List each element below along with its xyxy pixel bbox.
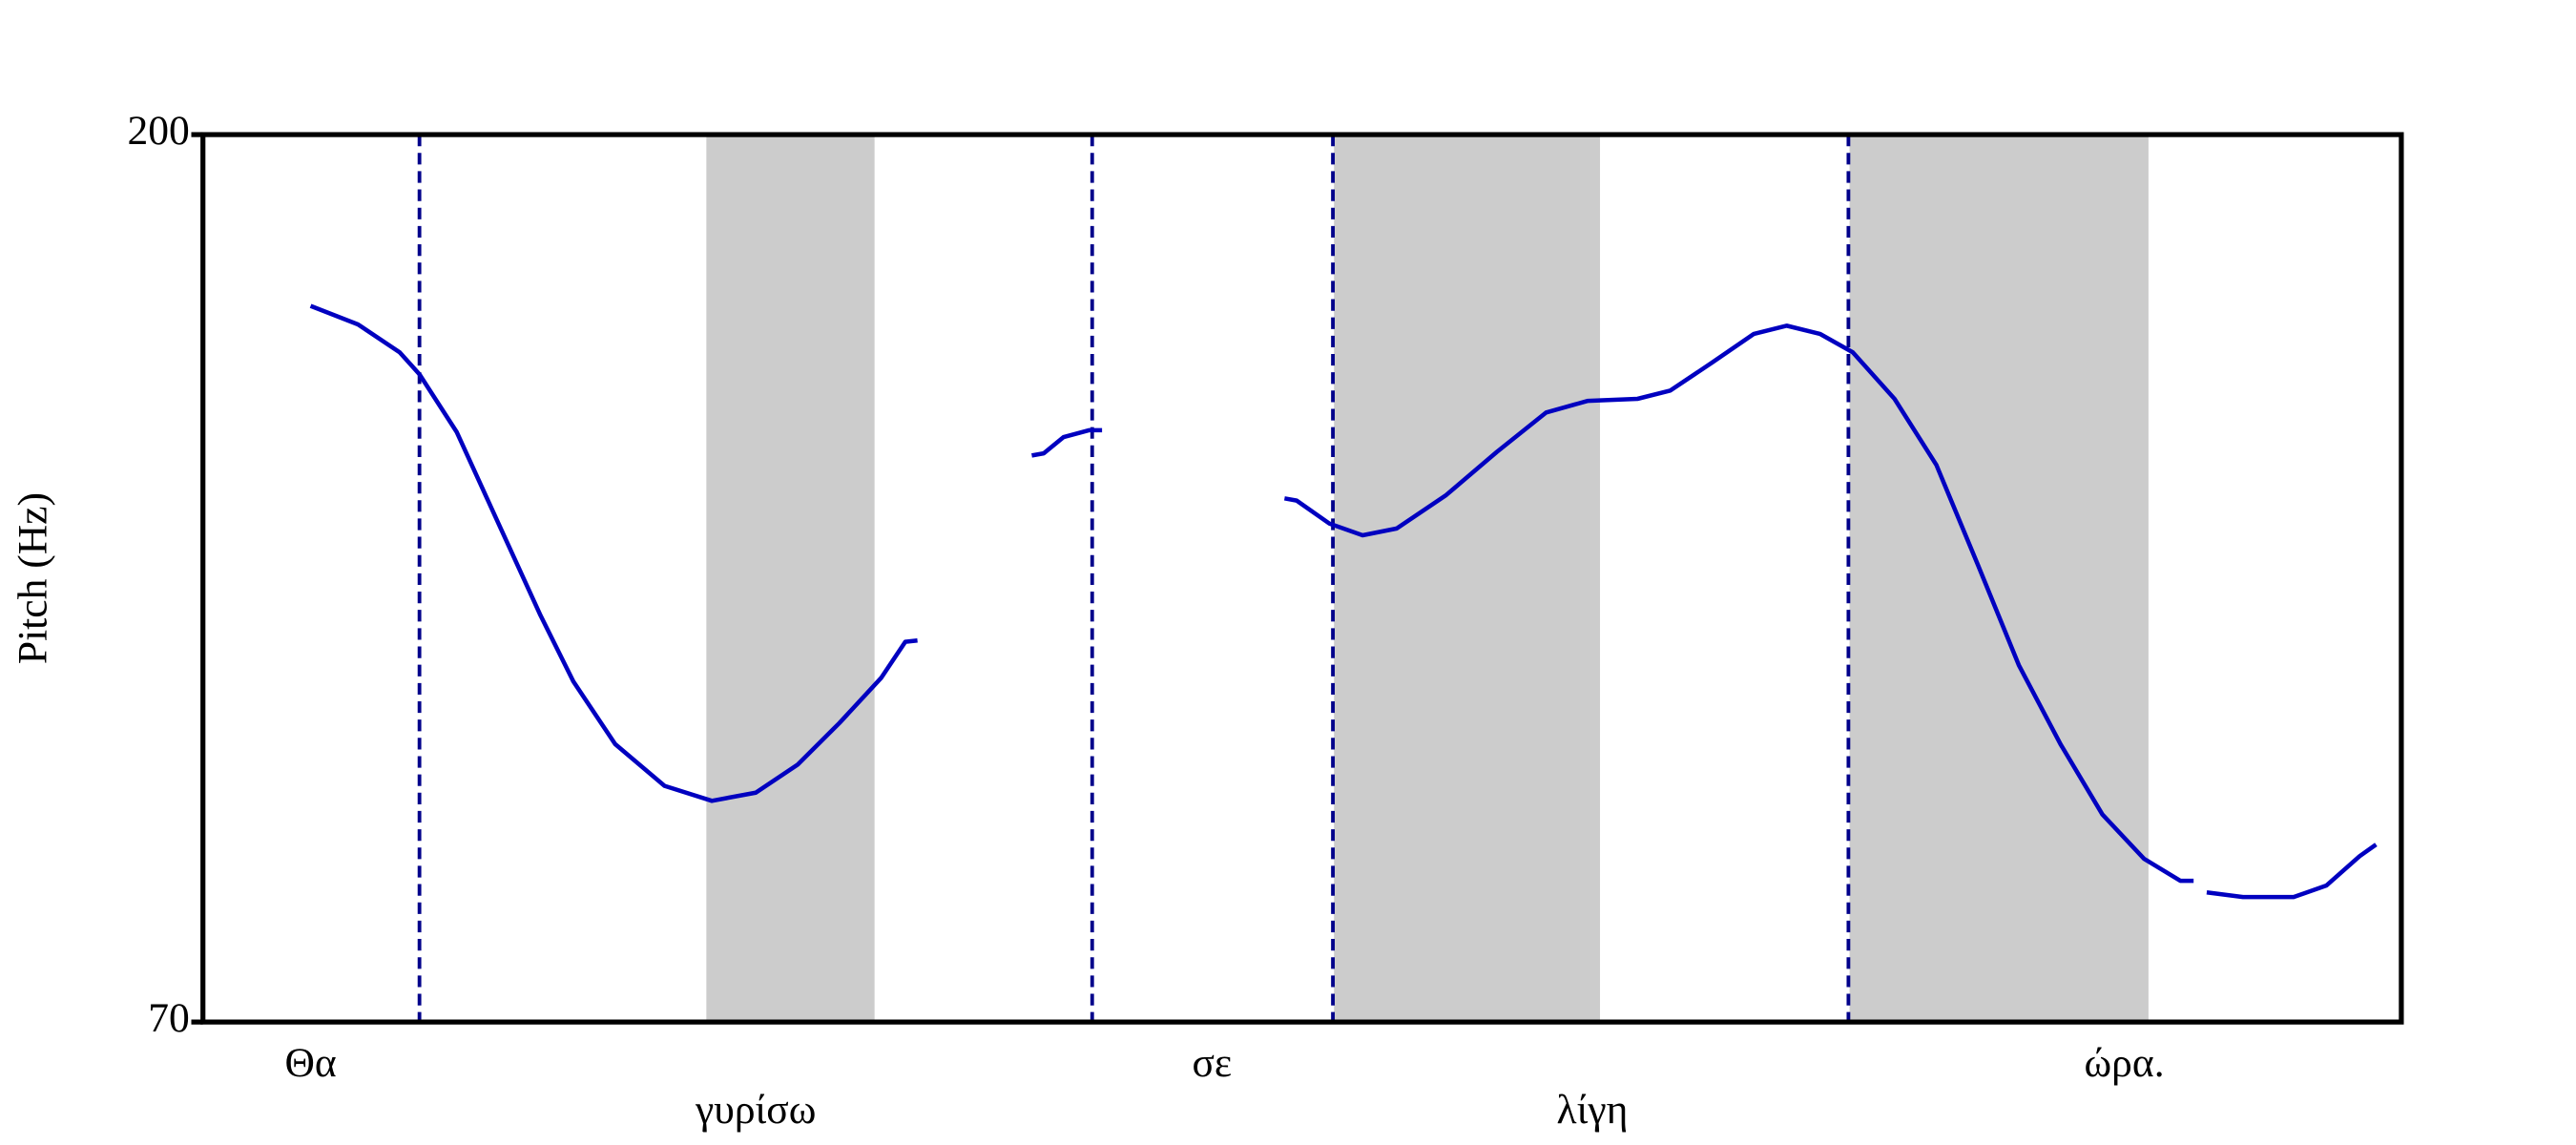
pitch-line <box>309 303 2378 900</box>
word-label: γυρίσω <box>695 1087 816 1133</box>
word-label: Θα <box>284 1040 336 1086</box>
y-axis-label: Pitch (Hz) <box>10 492 56 664</box>
y-tick-label: 70 <box>148 995 190 1041</box>
word-label: λίγη <box>1557 1087 1629 1133</box>
shaded-interval <box>1334 135 1601 1023</box>
word-label: σε <box>1192 1040 1232 1086</box>
shaded-interval <box>706 135 875 1023</box>
y-tick-label: 200 <box>127 108 189 154</box>
shaded-interval <box>1849 135 2149 1023</box>
word-label: ώρα. <box>2085 1040 2165 1086</box>
plot-frame <box>200 132 2404 1025</box>
